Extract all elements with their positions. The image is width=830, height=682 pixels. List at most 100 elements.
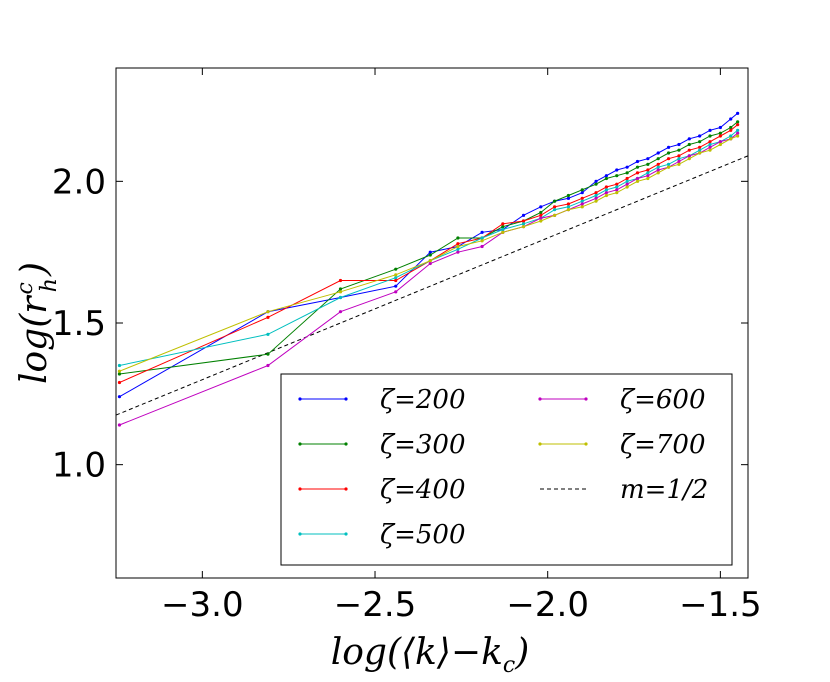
data-point xyxy=(117,372,122,376)
legend: ζ=200 ζ=300 ζ=400 ζ=500 ζ=600 ζ=700 m=1/2 xyxy=(280,373,733,566)
data-point xyxy=(615,191,619,195)
data-point xyxy=(698,145,702,149)
data-point xyxy=(566,205,571,209)
legend-marker xyxy=(344,532,348,536)
data-point xyxy=(718,131,722,135)
data-point xyxy=(708,128,712,132)
data-point xyxy=(718,125,722,130)
data-point xyxy=(394,290,398,294)
data-point xyxy=(729,134,733,138)
data-point xyxy=(718,140,722,144)
data-point xyxy=(594,182,598,186)
legend-marker xyxy=(298,397,302,401)
data-point xyxy=(338,287,343,291)
series-2 xyxy=(117,120,740,376)
data-point xyxy=(604,193,609,198)
legend-marker xyxy=(298,532,302,536)
data-point xyxy=(428,253,432,257)
data-point xyxy=(394,267,398,271)
data-point xyxy=(604,176,609,181)
tick-layer: −3.0 −2.5 −2.0 −1.5 1.0 1.5 2.0 xyxy=(52,68,762,625)
data-point xyxy=(480,244,484,249)
data-point xyxy=(698,134,702,138)
data-point xyxy=(656,157,660,161)
data-point xyxy=(501,230,505,234)
data-point xyxy=(635,165,640,169)
y-tick-label: 1.5 xyxy=(52,304,106,344)
series-line xyxy=(119,129,738,366)
data-point xyxy=(338,290,343,294)
data-point xyxy=(635,171,640,175)
data-point xyxy=(604,191,609,195)
data-point xyxy=(677,162,681,166)
data-point xyxy=(266,310,270,314)
data-point xyxy=(521,225,526,229)
data-point xyxy=(708,142,712,147)
legend-entry: m=1/2 xyxy=(540,475,708,505)
data-point xyxy=(456,250,460,254)
data-point xyxy=(428,259,432,263)
data-point xyxy=(566,193,571,198)
legend-marker xyxy=(298,442,302,446)
series-line xyxy=(119,124,738,383)
x-tick-label: −3.0 xyxy=(161,585,244,625)
data-point xyxy=(501,222,505,226)
data-point xyxy=(117,395,122,399)
data-point xyxy=(646,171,650,175)
legend-frame xyxy=(280,373,733,566)
data-point xyxy=(594,191,598,195)
data-point xyxy=(677,142,681,147)
data-point xyxy=(698,140,702,144)
series-3 xyxy=(117,123,740,385)
data-point xyxy=(580,202,584,206)
data-point xyxy=(553,213,557,217)
data-point xyxy=(456,242,460,246)
data-point xyxy=(698,151,702,155)
data-point xyxy=(646,176,650,181)
data-point xyxy=(594,179,598,183)
data-point xyxy=(646,162,650,166)
data-point xyxy=(729,117,733,121)
data-point xyxy=(656,162,660,166)
data-point xyxy=(615,182,619,186)
data-point xyxy=(729,125,733,130)
data-point xyxy=(338,295,343,300)
data-point xyxy=(338,278,343,283)
data-point xyxy=(117,423,122,427)
data-point xyxy=(580,199,584,203)
x-axis-label: log(⟨k⟩−kc) xyxy=(331,632,530,678)
data-point xyxy=(428,261,432,266)
data-point xyxy=(580,191,584,195)
data-point xyxy=(394,276,398,280)
data-point xyxy=(456,236,460,240)
data-point xyxy=(521,222,526,226)
data-point xyxy=(736,120,740,124)
data-point xyxy=(428,250,432,254)
data-point xyxy=(635,176,640,181)
legend-entries: ζ=200 ζ=300 ζ=400 ζ=500 ζ=600 ζ=700 m=1/2 xyxy=(298,385,708,550)
data-point xyxy=(736,128,740,132)
data-point xyxy=(580,196,584,200)
legend-marker xyxy=(538,397,542,401)
legend-entry: ζ=600 xyxy=(538,385,706,415)
data-point xyxy=(718,134,722,138)
data-point xyxy=(677,148,681,152)
data-point xyxy=(480,236,484,240)
data-point xyxy=(266,315,270,319)
reference-line-layer xyxy=(115,155,749,416)
data-point xyxy=(687,154,691,158)
data-point xyxy=(625,182,629,186)
data-point xyxy=(708,148,712,152)
data-point xyxy=(501,227,505,232)
y-axis-label: log(rch) xyxy=(13,262,62,384)
y-tick-label: 1.0 xyxy=(52,446,106,486)
legend-entry: ζ=700 xyxy=(538,430,706,460)
x-tick-label: −1.5 xyxy=(679,585,762,625)
data-point xyxy=(677,157,681,161)
legend-entry: ζ=400 xyxy=(298,475,466,505)
legend-marker xyxy=(344,442,348,446)
data-point xyxy=(539,219,543,223)
data-point xyxy=(666,157,671,161)
data-point xyxy=(677,154,681,158)
x-tick-label: −2.5 xyxy=(334,585,417,625)
